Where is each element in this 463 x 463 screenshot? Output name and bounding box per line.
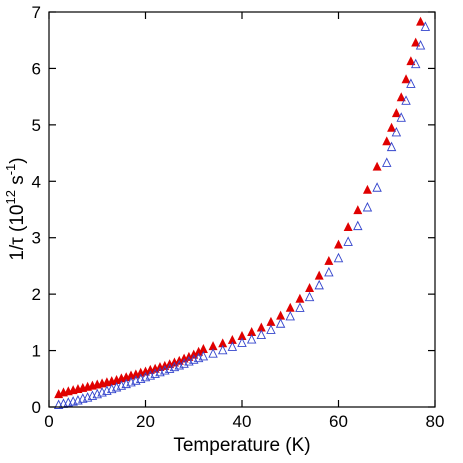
series-1-point-30: [198, 350, 209, 361]
series-1-point-43: [324, 266, 334, 277]
series-1-point-49: [382, 157, 392, 167]
series-1-point-35: [246, 334, 257, 344]
series-0-point-46: [353, 205, 363, 215]
series-1-point-32: [217, 344, 228, 355]
series-0-point-47: [362, 184, 372, 194]
series-0-point-32: [218, 338, 228, 348]
series-0-point-43: [324, 255, 334, 265]
series-1-point-55: [410, 58, 421, 69]
y-tick-label-3: 3: [32, 229, 41, 248]
series-0-point-49: [382, 136, 392, 146]
y-axis-label: 1/τ (1012 s-1): [3, 157, 28, 260]
series-1-point-39: [285, 310, 295, 321]
series-1-point-50: [386, 141, 397, 152]
series-0-point-34: [237, 330, 247, 340]
y-tick-label-7: 7: [32, 3, 41, 22]
y-tick-label-6: 6: [32, 59, 41, 78]
series-1-point-45: [343, 236, 353, 246]
series-0-point-42: [314, 270, 324, 280]
y-tick-label-0: 0: [32, 398, 41, 417]
series-0-point-41: [305, 283, 315, 293]
series-0-point-50: [387, 122, 397, 132]
series-1-point-48: [372, 182, 382, 192]
series-1-point-46: [353, 220, 363, 231]
series-0-point-51: [391, 108, 401, 118]
series-1-point-53: [401, 95, 411, 105]
x-axis-label: Temperature (K): [173, 435, 310, 456]
y-axis-label-suffix: ): [7, 157, 28, 163]
plot-frame: [48, 11, 436, 408]
series-0-point-52: [396, 92, 406, 102]
series-0-point-45: [343, 222, 353, 232]
x-tick-label-1: 20: [136, 412, 155, 431]
series-0-point-54: [406, 56, 416, 66]
y-axis-label-exp-12: 12: [3, 190, 18, 204]
y-axis-label-middle: s: [7, 175, 28, 190]
series-1-point-37: [266, 324, 276, 334]
series-1-point-34: [237, 337, 247, 347]
series-1-point-31: [208, 348, 218, 358]
series-0-point-55: [411, 37, 421, 47]
series-1-point-38: [275, 318, 286, 328]
series-0-point-53: [401, 74, 411, 84]
y-axis-label-prefix: 1/τ (10: [7, 205, 28, 261]
series-1-point-47: [362, 202, 373, 212]
y-tick-label-5: 5: [32, 116, 41, 135]
series-1-point-54: [406, 78, 416, 88]
series-0-point-40: [295, 293, 305, 303]
series-1-point-33: [227, 341, 238, 351]
series-0-point-44: [334, 239, 343, 249]
series-1-point-51: [391, 126, 402, 137]
series-1-point-41: [304, 291, 315, 302]
x-tick-label-2: 40: [233, 412, 252, 431]
x-tick-label-0: 0: [44, 412, 53, 431]
y-tick-label-4: 4: [32, 172, 41, 191]
series-0-point-56: [416, 16, 426, 26]
data-points: [53, 16, 431, 409]
series-1-point-42: [314, 279, 324, 290]
y-tick-label-1: 1: [32, 342, 41, 361]
series-0-point-48: [372, 161, 382, 171]
x-tick-label-4: 80: [426, 412, 445, 431]
tick-labels: 0 20 40 60 80 0 1 2 3 4 5 6 7: [32, 3, 445, 431]
y-tick-label-2: 2: [32, 285, 41, 304]
x-tick-label-3: 60: [329, 412, 348, 431]
series-1-point-57: [420, 21, 431, 31]
series-1-point-40: [295, 302, 305, 312]
series-1-point-44: [333, 252, 344, 263]
series-0-point-33: [227, 334, 237, 344]
series-1-point-52: [396, 112, 406, 122]
series-1-point-56: [415, 40, 426, 50]
series-1-point-36: [256, 329, 267, 339]
y-axis-label-exp-minus-1: -1: [3, 164, 18, 176]
